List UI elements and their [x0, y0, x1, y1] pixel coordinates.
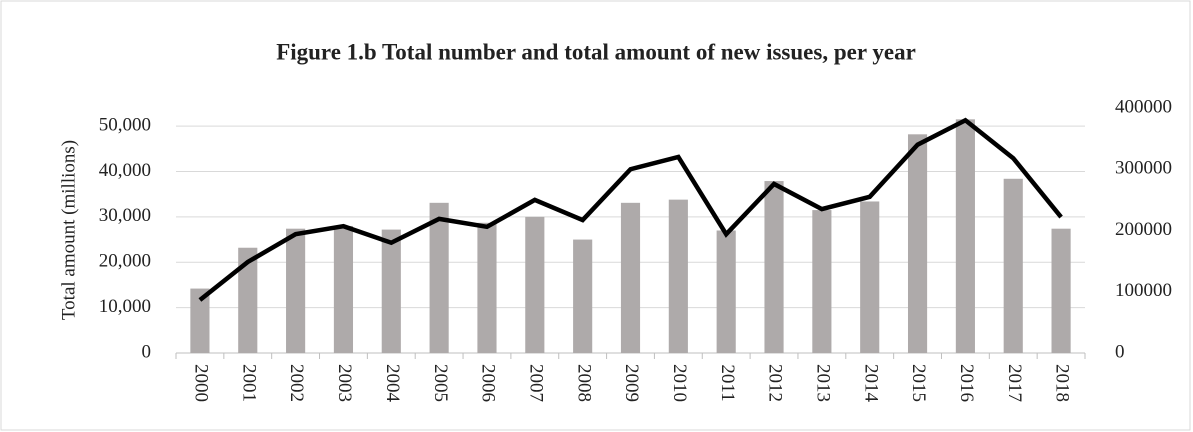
x-tick-label: 2003 — [334, 364, 355, 402]
y-tick-label: 0 — [142, 341, 152, 362]
y-axis-label: Total amount (millions) — [58, 140, 79, 320]
y2-tick-label: 400000 — [1115, 96, 1172, 117]
x-tick-label: 2014 — [860, 364, 881, 403]
x-tick-label: 2013 — [813, 364, 834, 402]
y2-tick-label: 300000 — [1115, 158, 1172, 179]
x-tick-label: 2006 — [478, 364, 499, 402]
x-tick-label: 2012 — [765, 364, 786, 402]
bar — [525, 216, 545, 353]
bar — [477, 222, 497, 353]
y2-tick-label: 100000 — [1115, 280, 1172, 301]
x-tick-label: 2010 — [669, 364, 690, 402]
y-tick-label: 30,000 — [99, 205, 151, 226]
x-tick-label: 2008 — [573, 364, 594, 402]
bar — [860, 201, 880, 353]
bar — [429, 202, 449, 353]
x-tick-label: 2002 — [286, 364, 307, 402]
y-tick-label: 40,000 — [99, 160, 151, 181]
y-tick-label: 10,000 — [99, 296, 151, 317]
y2-tick-label: 0 — [1115, 341, 1125, 362]
y-tick-label: 20,000 — [99, 251, 151, 272]
x-tick-label: 2005 — [430, 364, 451, 402]
x-tick-label: 2007 — [525, 364, 546, 402]
x-tick-label: 2015 — [908, 364, 929, 402]
x-tick-label: 2018 — [1052, 364, 1073, 402]
bar — [381, 229, 401, 353]
bar — [1051, 228, 1071, 353]
bar — [716, 230, 736, 353]
bar — [812, 210, 832, 353]
bar — [668, 199, 688, 353]
bar — [190, 288, 210, 353]
bar — [764, 181, 784, 353]
bar — [286, 228, 306, 353]
line — [198, 117, 1063, 302]
x-tick-label: 2016 — [956, 364, 977, 402]
x-tick-label: 2009 — [621, 364, 642, 402]
chart-title: Figure 1.b Total number and total amount… — [276, 39, 916, 64]
bar — [1003, 178, 1023, 353]
bar — [238, 247, 258, 353]
x-tick-label: 2004 — [382, 364, 403, 403]
bar — [573, 239, 593, 353]
bar — [907, 134, 928, 353]
y-tick-label: 50,000 — [99, 115, 151, 136]
bar — [333, 225, 354, 353]
y2-tick-label: 200000 — [1115, 219, 1172, 240]
x-tick-label: 2001 — [238, 364, 259, 402]
x-tick-label: 2011 — [717, 364, 738, 401]
x-tick-label: 2000 — [191, 364, 212, 402]
bar — [955, 119, 975, 353]
bar — [620, 202, 641, 353]
x-tick-label: 2017 — [1004, 364, 1025, 402]
